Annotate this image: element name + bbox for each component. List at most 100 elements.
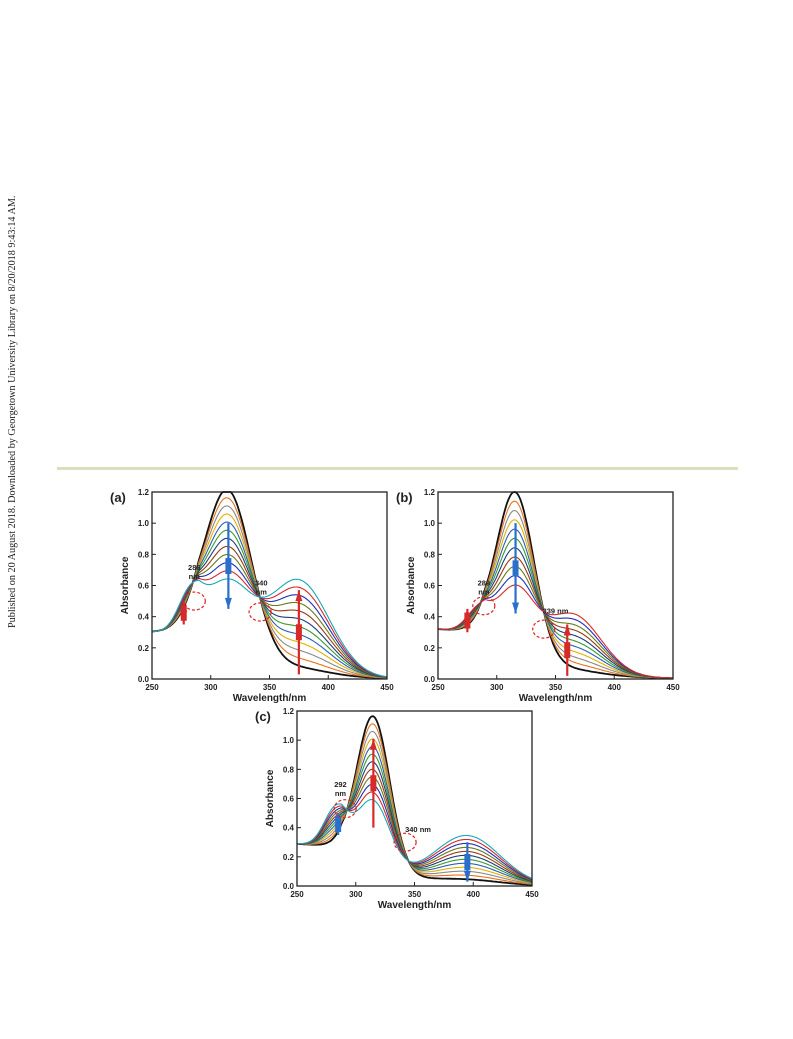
isosbestic-circle-2: [532, 619, 556, 639]
side-note-text: Published on 20 August 2018. Downloaded …: [7, 196, 18, 628]
trend-arrow-head-1: [369, 738, 377, 750]
x-tick-label: 450: [380, 683, 394, 692]
spectrum-line-1: [151, 491, 387, 679]
trend-arrow-body-2: [295, 624, 302, 641]
x-tick-label: 350: [408, 890, 422, 899]
x-axis-label: Wavelength/nm: [519, 693, 593, 704]
trend-arrow-body-2: [464, 853, 471, 870]
x-tick-label: 450: [666, 683, 680, 692]
y-tick-label: 0.2: [283, 853, 295, 862]
y-tick-label: 0.8: [138, 550, 150, 559]
isosbestic-circle-2: [248, 602, 272, 622]
x-tick-label: 450: [525, 890, 539, 899]
spectrum-line-12: [297, 799, 533, 879]
isosbestic-label: nm: [256, 588, 268, 597]
x-tick-label: 350: [549, 683, 563, 692]
x-tick-label: 300: [349, 890, 363, 899]
x-tick-label: 300: [490, 683, 504, 692]
trend-arrow-head-1: [224, 597, 232, 609]
section-divider: [57, 467, 738, 470]
y-tick-label: 0.8: [283, 765, 295, 774]
y-tick-label: 1.0: [283, 736, 295, 745]
isosbestic-label: nm: [335, 789, 347, 798]
y-tick-label: 0.6: [283, 795, 295, 804]
chart-panel-a: (a) 286 nm 340 nm 250 300 350 400 450 0.0 0.2 0.4 0.6…: [108, 484, 408, 709]
y-tick-label: 1.2: [283, 707, 295, 716]
isosbestic-circle-2: [393, 832, 417, 852]
spectrum-line-11: [297, 791, 533, 880]
y-axis-label: Absorbance: [120, 556, 131, 614]
isosbestic-label: nm: [189, 572, 201, 581]
y-tick-label: 1.2: [424, 488, 436, 497]
y-axis-label: Absorbance: [265, 769, 276, 827]
x-tick-label: 250: [290, 890, 304, 899]
spectrum-line-1: [437, 491, 673, 679]
spectrum-line-11: [438, 584, 673, 679]
panel-label: (b): [396, 490, 413, 505]
y-tick-label: 1.0: [138, 519, 150, 528]
isosbestic-label: 340: [255, 579, 268, 588]
spectrum-line-3: [437, 509, 673, 679]
trend-arrow-body-2: [564, 642, 571, 659]
isosbestic-label: 339 nm: [543, 607, 569, 616]
y-tick-label: 1.0: [424, 519, 436, 528]
x-tick-label: 350: [263, 683, 277, 692]
spectrum-line-1: [297, 715, 533, 886]
trend-arrow-body-3: [464, 612, 471, 629]
isosbestic-circle-1: [333, 799, 357, 819]
trend-arrow-body-3: [335, 816, 342, 833]
y-tick-label: 0.6: [138, 582, 150, 591]
trend-arrow-head-2: [295, 590, 303, 602]
isosbestic-label: nm: [478, 588, 490, 597]
y-tick-label: 0.8: [424, 550, 436, 559]
trend-arrow-head-2: [463, 870, 471, 882]
y-axis-label: Absorbance: [406, 556, 417, 614]
panel-label: (c): [255, 709, 271, 724]
y-tick-label: 0.2: [424, 644, 436, 653]
isosbestic-circle-1: [472, 596, 496, 616]
spectrum-line-4: [437, 519, 673, 679]
trend-arrow-head-2: [563, 624, 571, 636]
plot-frame: [151, 491, 388, 680]
panel-label: (a): [110, 490, 126, 505]
y-tick-label: 0.0: [138, 675, 150, 684]
isosbestic-label: 289: [478, 579, 491, 588]
spectrum-line-10: [438, 575, 673, 679]
isosbestic-label: 286: [188, 563, 201, 572]
side-note: Published on 20 August 2018. Downloaded …: [3, 183, 19, 628]
x-tick-label: 400: [608, 683, 622, 692]
isosbestic-label: 292: [334, 780, 347, 789]
trend-arrow-head-1: [512, 602, 520, 614]
isosbestic-circle-1: [182, 591, 206, 611]
y-tick-label: 0.0: [283, 882, 295, 891]
y-tick-label: 0.4: [424, 613, 436, 622]
trend-arrow-body-1: [370, 775, 377, 792]
spectrum-line-9: [438, 565, 674, 679]
trend-arrow-body-1: [225, 558, 232, 575]
y-tick-label: 1.2: [138, 488, 150, 497]
trend-arrow-body-1: [512, 560, 519, 577]
x-axis-label: Wavelength/nm: [233, 693, 307, 704]
y-tick-label: 0.0: [424, 675, 436, 684]
x-tick-label: 400: [467, 890, 481, 899]
chart-panel-c: (c) 292 nm 340 nm 250 300 350 400 450 0.0 0.2 0.4 0.…: [253, 705, 553, 920]
y-tick-label: 0.4: [283, 824, 295, 833]
spectrum-line-2: [437, 500, 673, 679]
x-tick-label: 250: [431, 683, 445, 692]
chart-panel-b: (b) 289 nm 339 nm 250 300 350 400 450 0.0 0.2 0.4 0.…: [394, 484, 694, 709]
x-tick-label: 250: [145, 683, 159, 692]
trend-arrow-body-3: [180, 604, 187, 621]
spectrum-line-5: [438, 528, 673, 679]
spectrum-line-9: [296, 776, 533, 881]
y-tick-label: 0.4: [138, 613, 150, 622]
y-tick-label: 0.6: [424, 582, 436, 591]
spectrum-line-6: [152, 529, 388, 679]
y-tick-label: 0.2: [138, 644, 150, 653]
plot-frame: [296, 710, 533, 887]
spectrum-line-8: [297, 768, 533, 882]
spectrum-line-10: [297, 783, 533, 881]
x-axis-label: Wavelength/nm: [378, 900, 452, 911]
